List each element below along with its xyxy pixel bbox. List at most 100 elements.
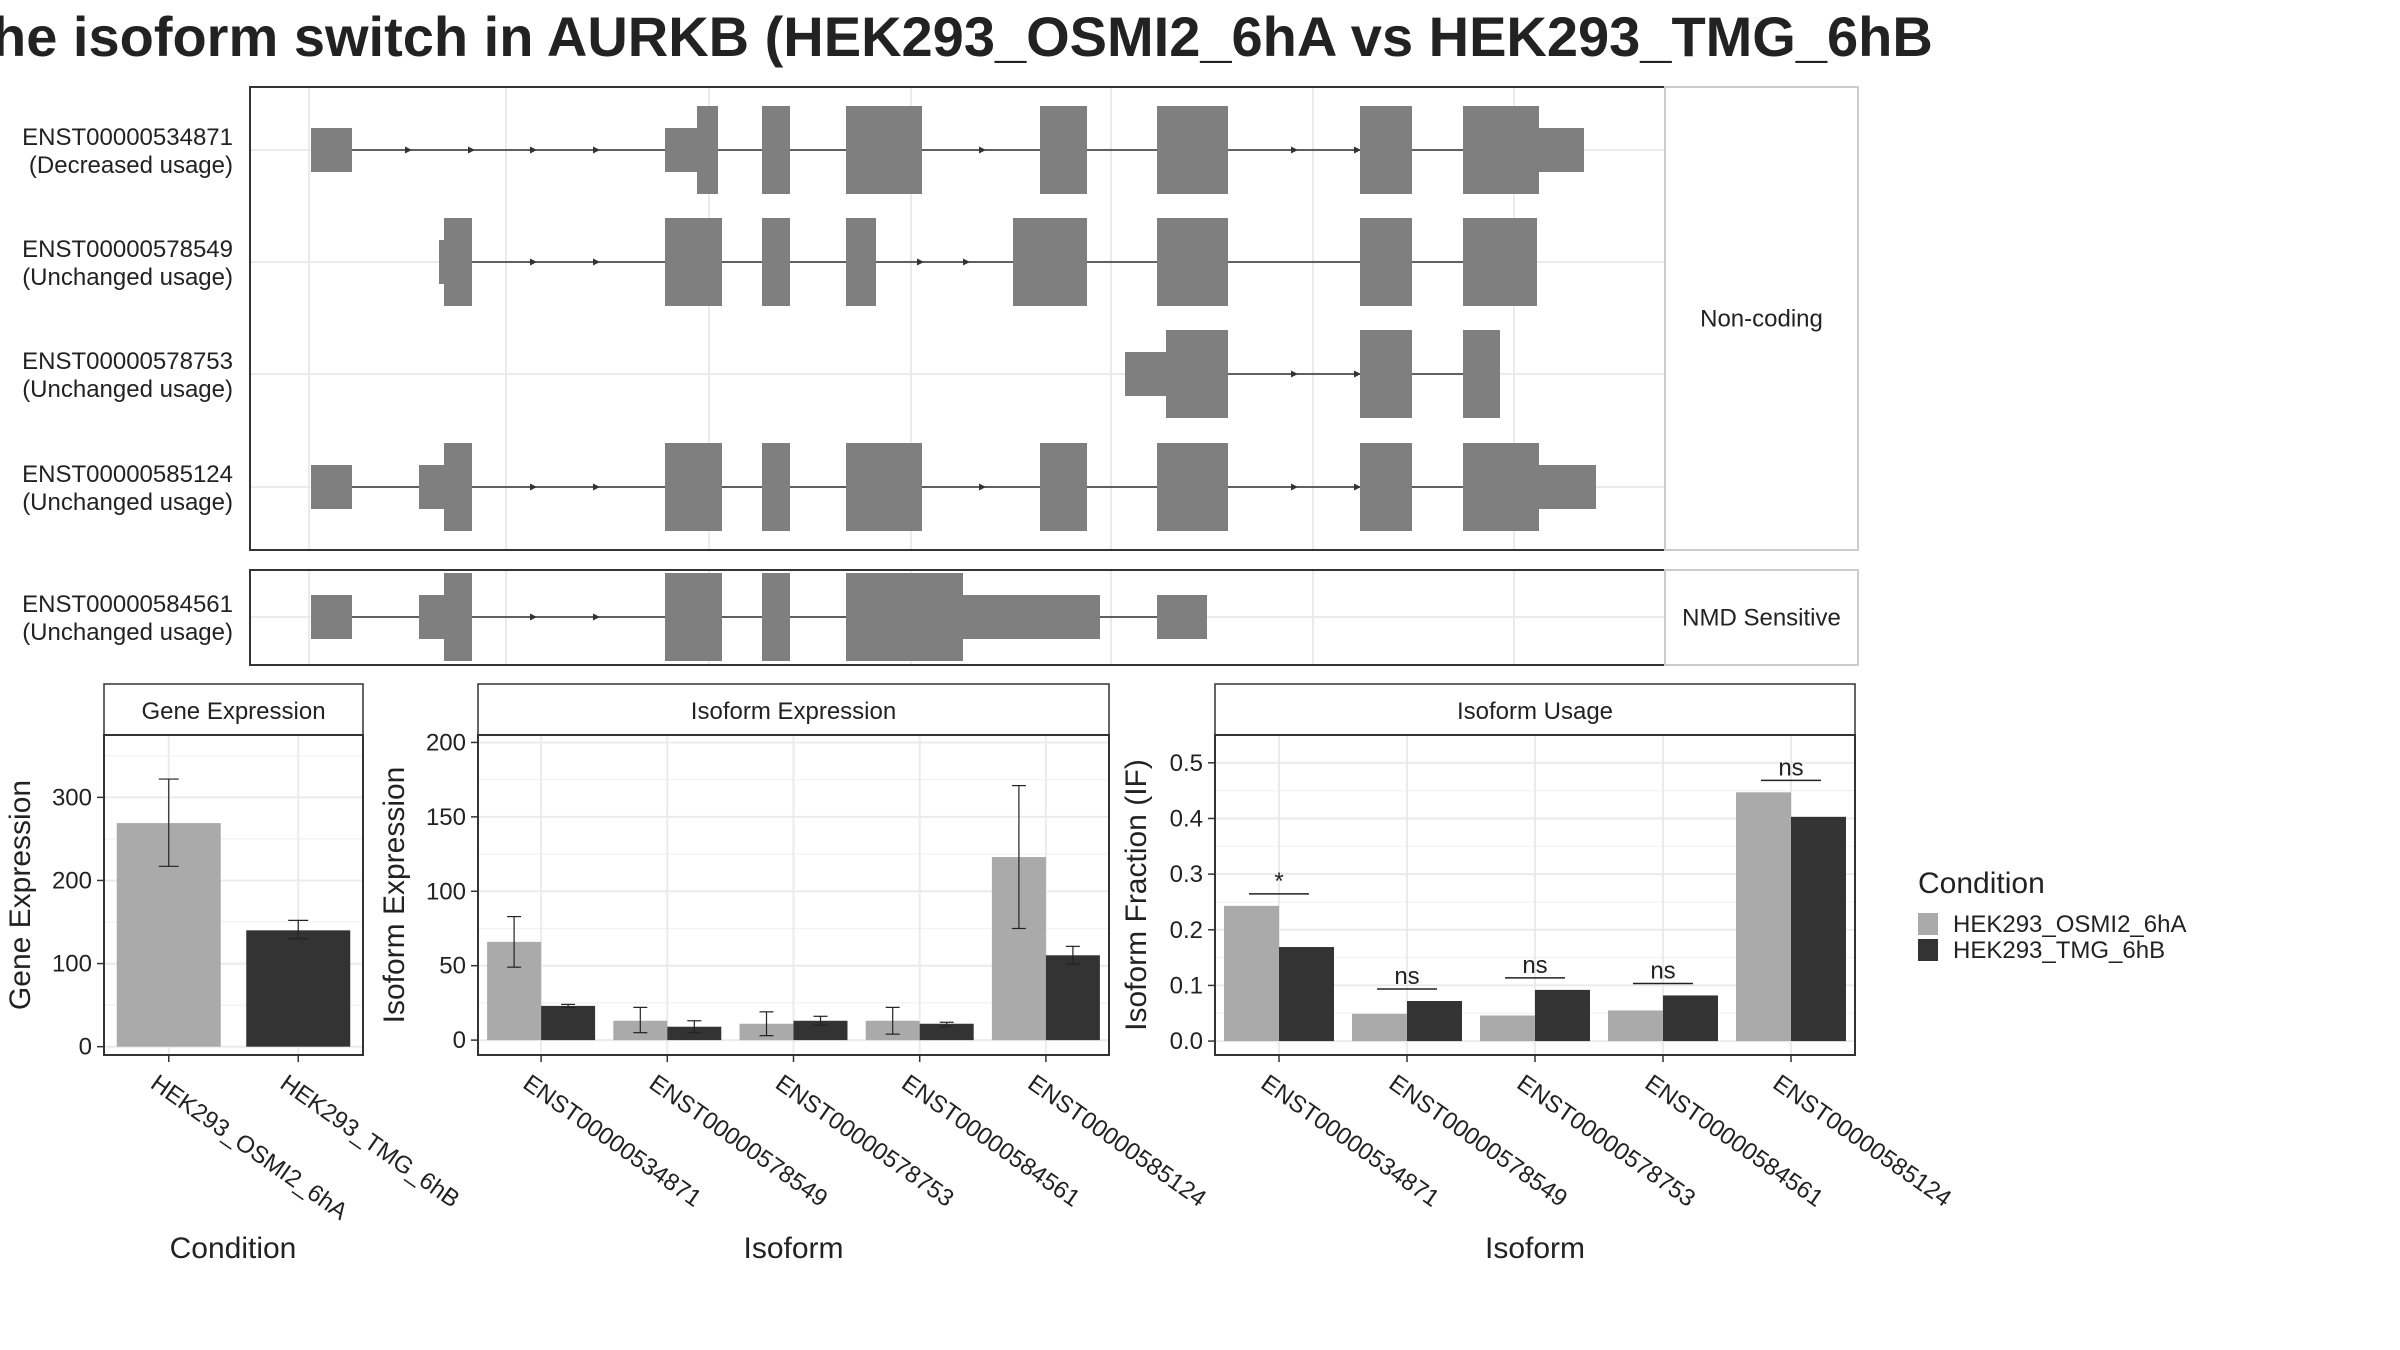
significance-label: ns [1522, 952, 1547, 979]
exon-block [1013, 218, 1087, 306]
transcript-ENST00000534871: ENST00000534871(Decreased usage) [22, 106, 1584, 194]
strand-arrow [1291, 370, 1298, 378]
bar-HEK293_TMG_6hB [246, 930, 351, 1047]
y-tick-label: 0.3 [1170, 861, 1203, 888]
bar-HEK293_TMG_6hB-ENST00000534871 [1279, 947, 1334, 1042]
significance-label: ns [1778, 754, 1803, 781]
exon-block [419, 595, 444, 639]
y-tick-label: 200 [52, 867, 92, 894]
exon-block [762, 218, 790, 306]
chart-title-strip [477, 683, 1110, 736]
exon-block [444, 443, 472, 531]
structure-strip [1664, 569, 1859, 666]
chart-1: Isoform Expression 0 50 100 150 200 Isoform Ex… [378, 683, 1211, 1265]
transcript-ENST00000578753: ENST00000578753(Unchanged usage) [22, 330, 1500, 418]
transcript-usage-label: (Unchanged usage) [22, 376, 233, 403]
strand-arrow [1354, 370, 1361, 378]
legend-swatch [1918, 913, 1938, 935]
exon-block [665, 128, 697, 172]
strand-arrow [1291, 483, 1298, 491]
bar-HEK293_TMG_6hB-ENST00000534871 [541, 1005, 596, 1041]
strand-arrow [593, 613, 600, 621]
bar-HEK293_OSMI2_6hA-ENST00000585124 [1736, 792, 1791, 1042]
exon-block [1360, 106, 1412, 194]
transcript-label: ENST00000578753 [22, 348, 233, 375]
y-tick-label: 200 [426, 729, 466, 756]
structure-group-label: NMD Sensitive [1682, 605, 1841, 632]
structure-group-1: NMD Sensitive ENST00000584561(Unchanged u… [22, 569, 1859, 666]
y-tick-label: 150 [426, 804, 466, 831]
structure-group-label: Non-coding [1700, 306, 1823, 333]
transcript-label: ENST00000578549 [22, 236, 233, 263]
y-tick-label: 0.5 [1170, 750, 1203, 777]
structure-group-0: Non-coding ENST00000534871(Decreased usag… [22, 86, 1859, 551]
exon-block [1125, 352, 1166, 396]
transcript-label: ENST00000585124 [22, 461, 233, 488]
exon-block [1463, 106, 1539, 194]
significance-label: ns [1650, 957, 1675, 984]
exon-block [846, 443, 922, 531]
bar-HEK293_OSMI2_6hA-ENST00000534871 [1224, 905, 1279, 1042]
strand-arrow [530, 258, 537, 266]
strand-arrow [979, 483, 986, 491]
transcript-ENST00000585124: ENST00000585124(Unchanged usage) [22, 443, 1596, 531]
exon-block [1360, 218, 1412, 306]
bar-HEK293_TMG_6hB-ENST00000578549 [1407, 1001, 1462, 1042]
transcript-usage-label: (Unchanged usage) [22, 489, 233, 516]
strand-arrow [405, 146, 412, 154]
legend-title: Condition [1918, 867, 2045, 900]
exon-block [762, 106, 790, 194]
strand-arrow [530, 483, 537, 491]
bar-HEK293_TMG_6hB-ENST00000578549 [667, 1026, 722, 1041]
transcript-structure-plot: Non-coding ENST00000534871(Decreased usag… [22, 86, 1859, 666]
exon-block [1539, 465, 1596, 509]
chart-title-strip [1214, 683, 1856, 736]
strand-arrow [593, 146, 600, 154]
exon-block [444, 573, 472, 661]
exon-block [1463, 443, 1539, 531]
chart-title: Isoform Expression [691, 698, 896, 725]
exon-block [665, 443, 722, 531]
exon-block [1539, 128, 1584, 172]
bar-charts: Gene Expression 0 100 200 300 Gene Expression… [4, 683, 1956, 1265]
transcript-label: ENST00000584561 [22, 591, 233, 618]
exon-block [1040, 106, 1087, 194]
bar-HEK293_TMG_6hB-ENST00000584561 [919, 1023, 974, 1041]
bar-HEK293_OSMI2_6hA-ENST00000584561 [1608, 1010, 1663, 1042]
chart-title: Gene Expression [141, 698, 325, 725]
bar-HEK293_TMG_6hB-ENST00000585124 [1791, 816, 1846, 1042]
strand-arrow [1354, 146, 1361, 154]
exon-block [311, 465, 352, 509]
exon-block [1157, 595, 1207, 639]
x-axis-label: Condition [170, 1232, 297, 1265]
legend-label: HEK293_OSMI2_6hA [1953, 911, 2186, 938]
figure-title: he isoform switch in AURKB (HEK293_OSMI2… [0, 5, 1933, 68]
y-tick-label: 0 [453, 1027, 466, 1054]
bar-HEK293_TMG_6hB-ENST00000578753 [793, 1020, 848, 1041]
strand-arrow [1354, 483, 1361, 491]
exon-block [1040, 443, 1087, 531]
bar-HEK293_TMG_6hB-ENST00000585124 [1045, 955, 1100, 1041]
y-tick-label: 0 [79, 1034, 92, 1061]
exon-block [419, 465, 444, 509]
exon-block [439, 240, 444, 284]
exon-block [311, 128, 352, 172]
chart-panel-border [103, 734, 364, 1056]
structure-panel-bg [250, 87, 1665, 550]
exon-block [1360, 330, 1412, 418]
transcript-ENST00000584561: ENST00000584561(Unchanged usage) [22, 573, 1207, 661]
exon-block [444, 218, 472, 306]
exon-block [311, 595, 352, 639]
chart-title-strip [103, 683, 364, 736]
transcript-usage-label: (Unchanged usage) [22, 264, 233, 291]
significance-label: * [1274, 868, 1283, 895]
bar-HEK293_TMG_6hB-ENST00000584561 [1663, 995, 1718, 1042]
y-tick-label: 100 [52, 951, 92, 978]
strand-arrow [917, 258, 924, 266]
strand-arrow [468, 146, 475, 154]
y-tick-label: 0.2 [1170, 917, 1203, 944]
strand-arrow [979, 146, 986, 154]
exon-block [846, 573, 963, 661]
